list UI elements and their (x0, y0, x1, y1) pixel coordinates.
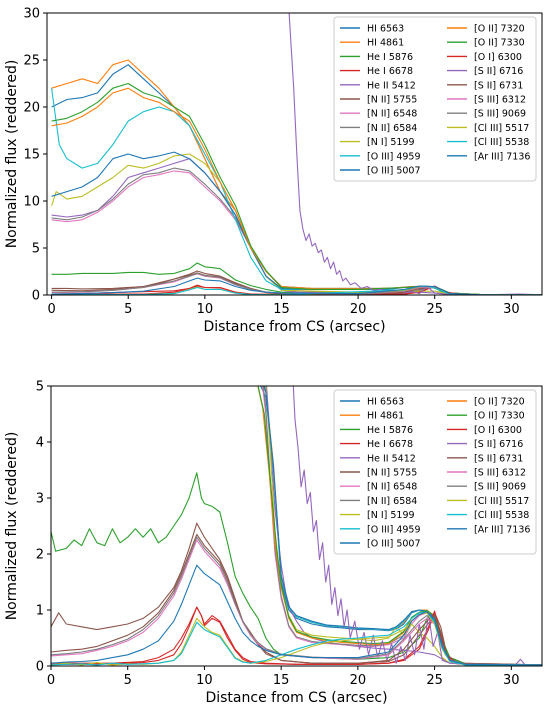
legend-label: [N II] 6584 (367, 496, 417, 507)
legend-box (333, 389, 537, 555)
series-group (51, 13, 542, 295)
series-line-5 (51, 522, 542, 666)
x-tick-label: 15 (273, 673, 290, 688)
x-tick-label: 10 (197, 302, 214, 317)
y-axis-title: Normalized flux (reddered) (4, 60, 20, 249)
y-tick-label: 5 (32, 242, 40, 257)
y-tick-label: 0 (32, 289, 40, 304)
plot-frame (50, 385, 543, 667)
legend-label: [S III] 9069 (474, 109, 526, 120)
legend-label: HI 6563 (367, 397, 404, 408)
legend-label: [Cl III] 5538 (474, 137, 529, 148)
chart-top: 0 5 10 15 20 25 30 0 5 10 15 20 25 30 Distance from CS… (4, 7, 543, 335)
legend-label: [O II] 7330 (474, 38, 525, 49)
x-tick-label: 20 (350, 302, 367, 317)
series-line-17 (51, 536, 542, 666)
chart-bottom: 0 5 10 15 20 25 30 0 1 2 3 4 5 Distance from CS (arcs… (4, 380, 543, 706)
series-line-14 (292, 386, 542, 666)
x-tick-label: 0 (47, 673, 55, 688)
x-tick-label: 25 (426, 302, 443, 317)
legend-label: [S II] 6716 (474, 439, 523, 450)
legend-label: [S III] 6312 (474, 95, 526, 106)
series-line-8 (51, 153, 542, 295)
legend-label: [O I] 6300 (474, 52, 522, 63)
legend-label: [S III] 9069 (474, 482, 526, 493)
x-tick-label: 5 (124, 302, 132, 317)
y-tick-label: 2 (36, 548, 44, 563)
legend-label: [O II] 7320 (474, 397, 525, 408)
legend-box (333, 16, 537, 182)
legend-label: [O II] 7320 (474, 24, 525, 35)
y-tick-label: 10 (23, 195, 40, 210)
y-axis-title: Normalized flux (reddered) (4, 432, 20, 621)
legend: HI 6563 HI 4861 He I 5876 He I 6678 He II 54… (333, 389, 537, 555)
y-tick-label: 30 (23, 7, 40, 22)
y-tick-label: 25 (23, 54, 40, 69)
x-tick-label: 25 (426, 673, 443, 688)
y-tick-label: 3 (36, 492, 44, 507)
legend-label: [S III] 6312 (474, 468, 526, 479)
series-line-6 (51, 170, 542, 295)
x-tick-label: 5 (124, 673, 132, 688)
legend-label: [N II] 6548 (367, 482, 417, 493)
series-line-17 (51, 272, 542, 295)
legend-label: [N II] 5755 (367, 95, 417, 106)
series-group (51, 386, 542, 666)
legend-label: [S II] 6716 (474, 66, 523, 77)
series-line-13 (51, 606, 542, 666)
series-line-7 (51, 167, 542, 295)
legend-label: [O II] 7330 (474, 411, 525, 422)
series-line-15 (51, 533, 542, 666)
y-tick-label: 5 (36, 380, 44, 395)
legend-label: [Cl III] 5538 (474, 510, 529, 521)
y-tick-label: 0 (36, 660, 44, 675)
series-line-20 (51, 277, 542, 295)
series-line-16 (51, 539, 542, 666)
legend-label: [O I] 6300 (474, 425, 522, 436)
legend: HI 6563 HI 4861 He I 5876 He I 6678 He II 54… (333, 16, 537, 182)
legend-label: [Cl III] 5517 (474, 496, 529, 507)
legend-label: [Ar III] 7136 (474, 151, 530, 162)
legend-label: He II 5412 (367, 453, 416, 464)
legend-label: HI 6563 (367, 24, 404, 35)
legend-label: HI 4861 (367, 411, 404, 422)
series-line-2 (51, 262, 542, 295)
legend-label: He I 6678 (367, 439, 413, 450)
x-axis-title: Distance from CS (arcsec) (203, 319, 385, 335)
series-line-14 (288, 13, 542, 295)
legend-label: [O III] 5007 (367, 539, 421, 550)
legend-label: He I 5876 (367, 52, 413, 63)
legend-label: [N I] 5199 (367, 510, 415, 521)
legend-label: [S II] 6731 (474, 80, 523, 91)
legend-label: [N II] 6584 (367, 123, 417, 134)
x-tick-label: 10 (196, 673, 213, 688)
series-line-20 (51, 564, 542, 666)
legend-label: He II 5412 (367, 80, 416, 91)
x-tick-label: 15 (273, 302, 290, 317)
x-tick-label: 30 (503, 302, 520, 317)
x-axis-title: Distance from CS (arcsec) (205, 690, 387, 706)
series-line-10 (263, 386, 542, 666)
series-line-19 (51, 285, 542, 295)
x-tick-label: 30 (503, 673, 520, 688)
legend-label: [O III] 4959 (367, 151, 421, 162)
legend-label: HI 4861 (367, 38, 404, 49)
legend-label: He I 6678 (367, 66, 413, 77)
y-tick-label: 1 (36, 604, 44, 619)
x-tick-label: 0 (47, 302, 55, 317)
legend-label: [O III] 4959 (367, 524, 421, 535)
legend-label: [S II] 6731 (474, 453, 523, 464)
legend-label: [O III] 5007 (367, 166, 421, 177)
legend-label: [N II] 6548 (367, 109, 417, 120)
legend-label: [N I] 5199 (367, 137, 415, 148)
y-tick-label: 15 (23, 148, 40, 163)
series-line-19 (51, 611, 542, 666)
legend-label: He I 5876 (367, 425, 413, 436)
y-tick-label: 4 (36, 436, 44, 451)
legend-label: [Cl III] 5517 (474, 123, 529, 134)
legend-label: [Ar III] 7136 (474, 524, 530, 535)
legend-label: [N II] 5755 (367, 468, 417, 479)
x-tick-label: 20 (350, 673, 367, 688)
y-tick-label: 20 (23, 101, 40, 116)
